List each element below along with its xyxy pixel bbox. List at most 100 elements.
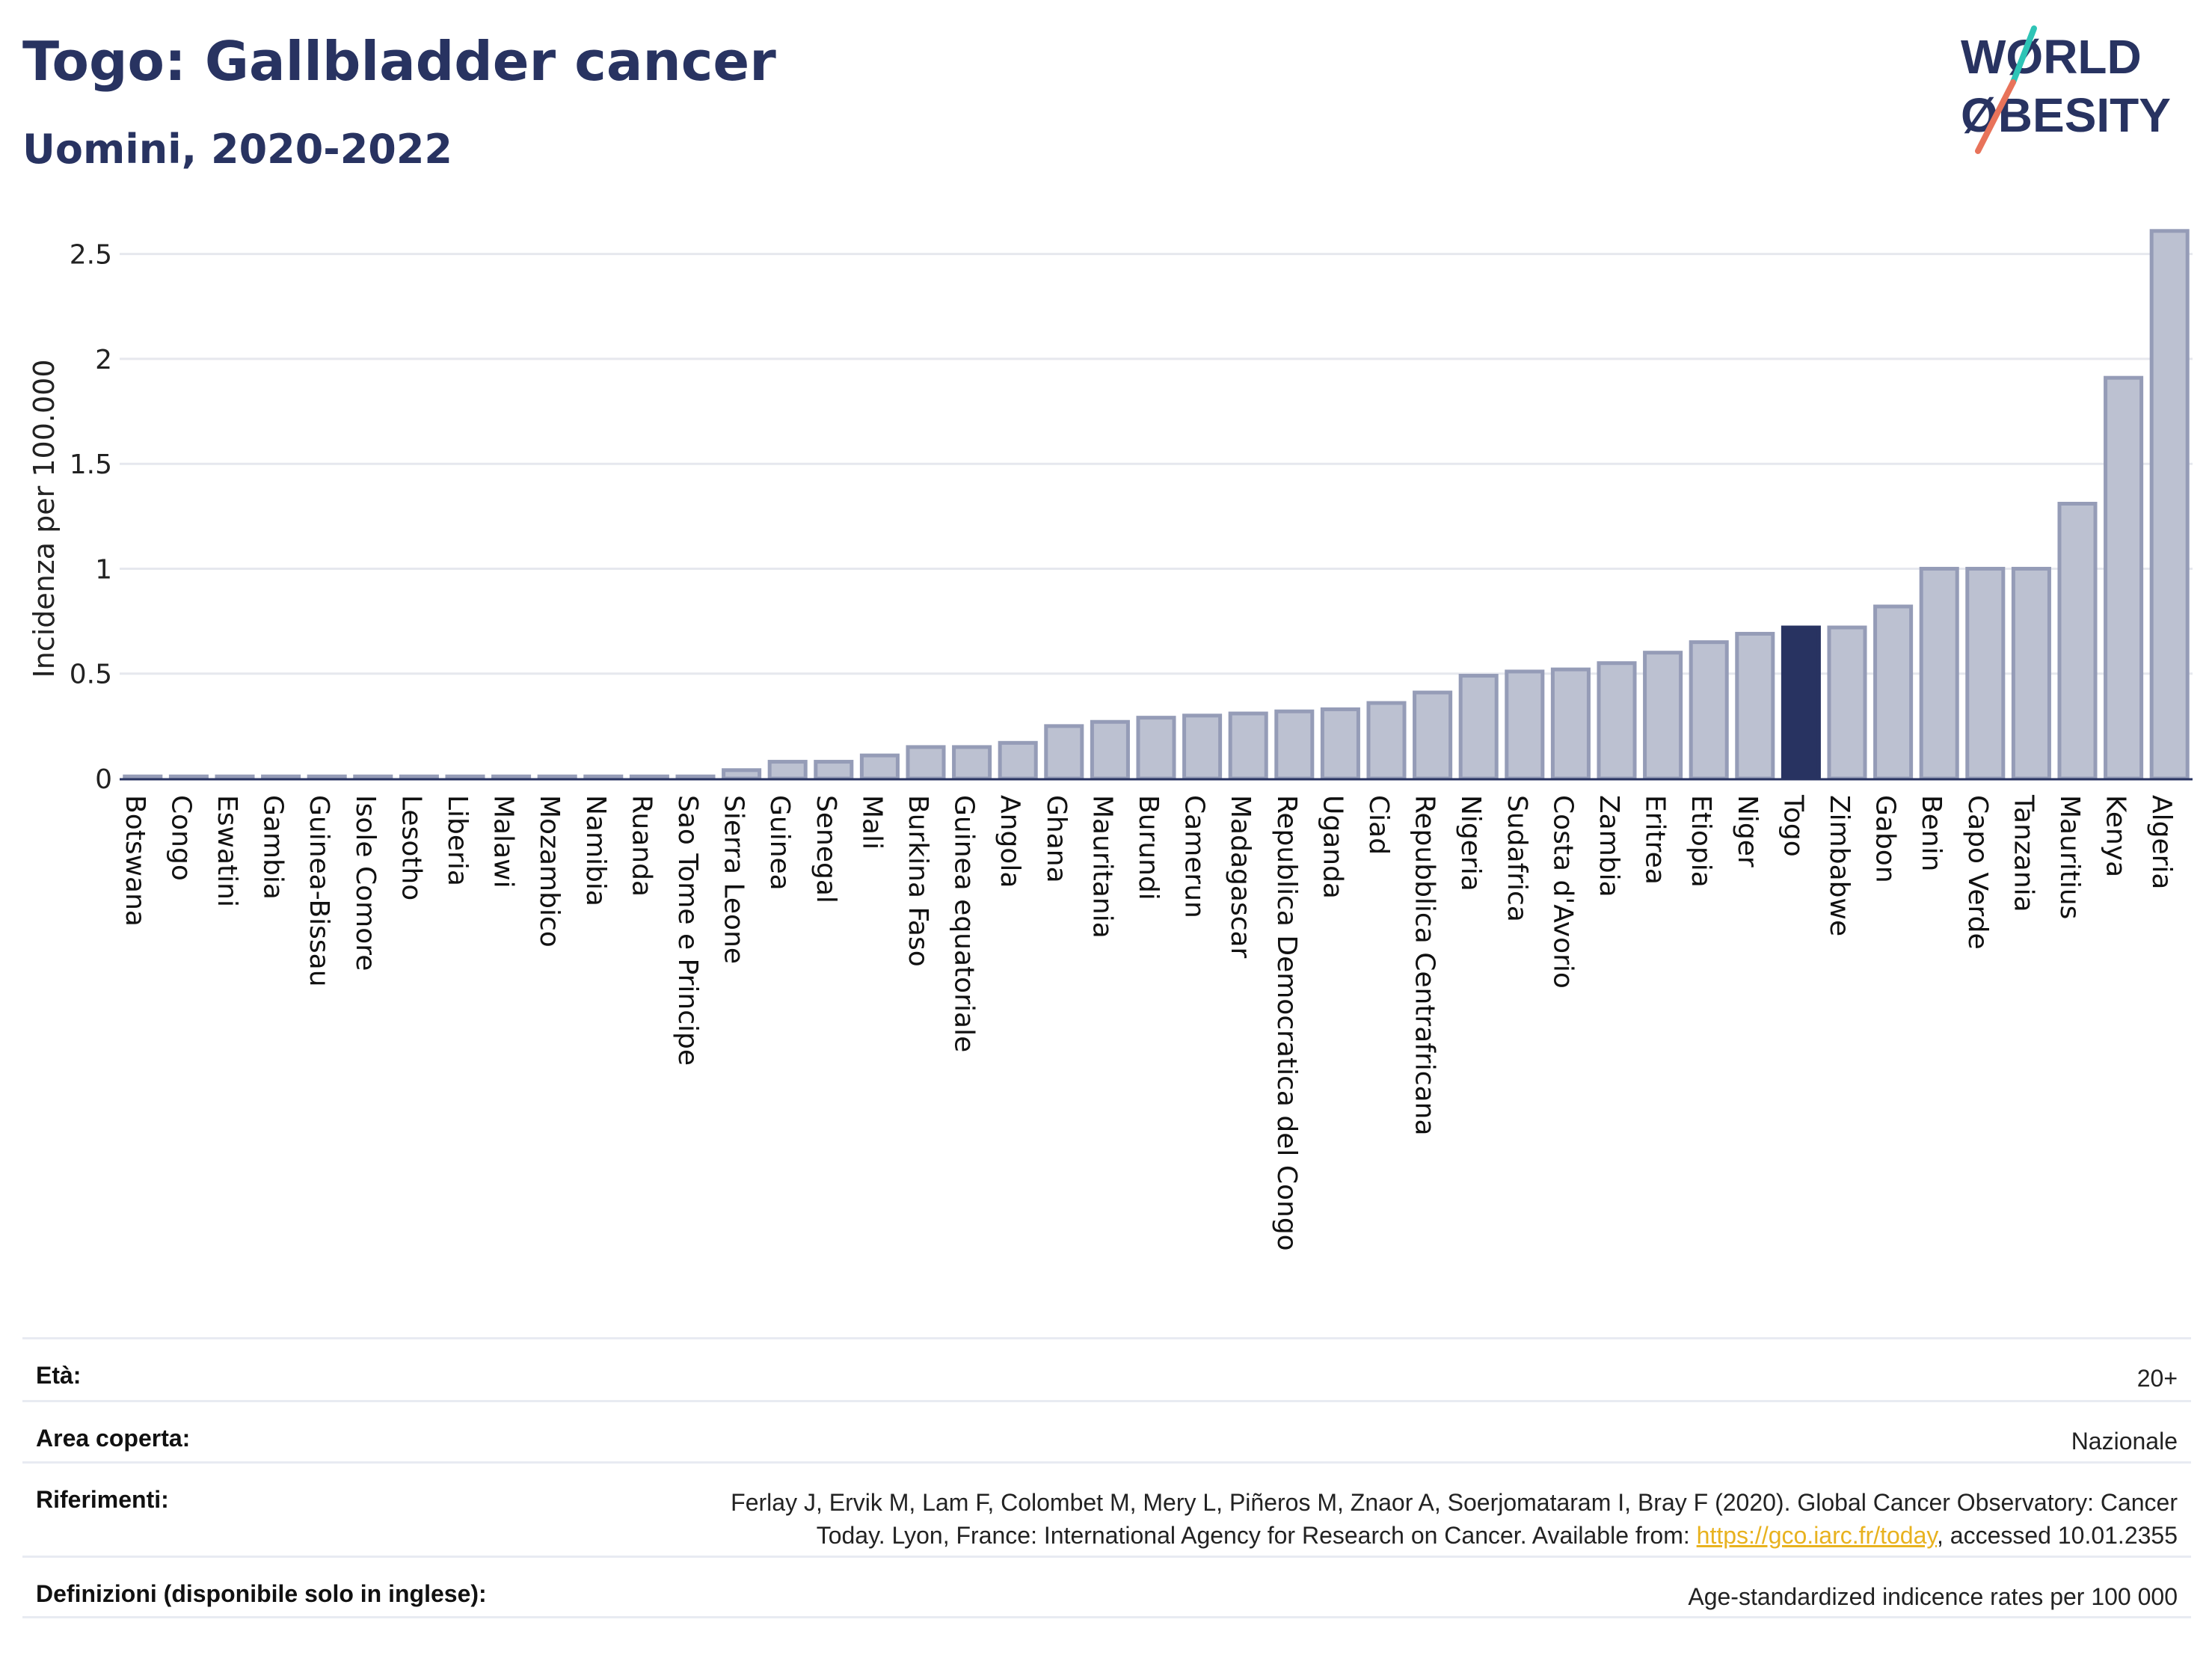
- x-tick-label: Madagascar: [1225, 795, 1256, 959]
- x-tick-label: Burkina Faso: [903, 795, 933, 967]
- bar-togo[interactable]: [1781, 625, 1821, 781]
- bar-costa-d-avorio[interactable]: [1550, 667, 1591, 781]
- y-tick-label: 2: [95, 345, 112, 375]
- bar-chart: 0 0.5 1 1.5 2 2.5 Botswana Congo Eswatini Gambia…: [28, 229, 2193, 1251]
- bar-algeria[interactable]: [2149, 229, 2190, 781]
- x-tick-label: Eritrea: [1640, 795, 1671, 885]
- footer-label-area: Area coperta:: [36, 1425, 191, 1452]
- bar-camerun[interactable]: [1182, 713, 1223, 781]
- x-tick-label: Uganda: [1317, 795, 1348, 899]
- bar-sierra-leone[interactable]: [722, 768, 762, 781]
- bar-burundi[interactable]: [1136, 716, 1176, 781]
- x-tick-label: Capo Verde: [1962, 795, 1993, 950]
- bar-zimbabwe[interactable]: [1827, 625, 1867, 781]
- footer-row-definitions: Definizioni (disponibile solo in inglese…: [22, 1556, 2191, 1618]
- x-tick-label: Gambia: [258, 795, 289, 900]
- bar-uganda[interactable]: [1320, 707, 1360, 781]
- bar-kenya[interactable]: [2104, 375, 2144, 781]
- bar-tanzania[interactable]: [2011, 566, 2051, 781]
- footer-value-definitions: Age-standardized indicence rates per 100…: [1688, 1583, 2178, 1610]
- x-tick-label: Malawi: [488, 795, 519, 888]
- x-tick-label: Ruanda: [626, 795, 657, 897]
- y-tick-label: 2.5: [70, 240, 112, 271]
- bar-senegal[interactable]: [814, 760, 854, 781]
- y-tick-label: 1.5: [70, 449, 112, 480]
- bar-guinea-equatoriale[interactable]: [952, 745, 992, 781]
- x-tick-label: Guinea equatoriale: [949, 795, 980, 1052]
- bar-sudafrica[interactable]: [1505, 669, 1545, 781]
- bar-madagascar[interactable]: [1228, 711, 1268, 781]
- bar-capo-verde[interactable]: [1965, 566, 2006, 781]
- x-tick-label: Kenya: [2101, 795, 2131, 877]
- bar-mauritius[interactable]: [2057, 502, 2098, 781]
- bars: [123, 229, 2190, 781]
- x-axis-ticks: Botswana Congo Eswatini Gambia Guinea-Bissau…: [120, 794, 2177, 1251]
- footer-row-area: Area coperta: Nazionale: [22, 1400, 2191, 1461]
- x-tick-label: Senegal: [811, 795, 841, 903]
- chart-footer: Età: 20+ Area coperta: Nazionale Riferim…: [22, 1337, 2191, 1618]
- footer-value-references: Ferlay J, Ervik M, Lam F, Colombet M, Me…: [731, 1486, 2178, 1552]
- reference-line2-post: , accessed 10.01.2355: [1936, 1522, 2178, 1549]
- bar-angola[interactable]: [998, 740, 1038, 781]
- footer-value-area: Nazionale: [2071, 1428, 2178, 1455]
- footer-label-definitions: Definizioni (disponibile solo in inglese…: [36, 1580, 487, 1607]
- x-tick-label: Nigeria: [1455, 795, 1486, 891]
- x-tick-label: Botswana: [120, 795, 150, 927]
- x-tick-label: Costa d'Avorio: [1547, 795, 1578, 989]
- reference-link[interactable]: https://gco.iarc.fr/today: [1696, 1522, 1937, 1549]
- x-tick-label: Togo: [1778, 794, 1808, 857]
- bar-mali[interactable]: [859, 753, 900, 781]
- page-title: Togo: Gallbladder cancer: [22, 30, 776, 93]
- x-tick-label: Sao Tome e Principe: [672, 795, 703, 1066]
- x-tick-label: Mauritius: [2054, 795, 2085, 919]
- bar-eritrea[interactable]: [1643, 651, 1683, 781]
- x-tick-label: Ghana: [1041, 795, 1072, 883]
- x-tick-label: Angola: [995, 795, 1025, 888]
- logo-slash-teal: [2010, 25, 2037, 85]
- bar-zambia[interactable]: [1597, 661, 1637, 781]
- bar-benin[interactable]: [1919, 566, 1959, 781]
- x-tick-label: Sudafrica: [1502, 795, 1532, 922]
- bar-repubblica-centrafricana[interactable]: [1413, 690, 1453, 781]
- x-tick-label: Niger: [1732, 795, 1763, 868]
- x-tick-label: Benin: [1916, 795, 1947, 871]
- x-tick-label: Sierra Leone: [719, 795, 749, 964]
- logo-slash-coral: [1975, 79, 2016, 154]
- x-tick-label: Algeria: [2146, 795, 2177, 890]
- footer-label-references: Riferimenti:: [36, 1486, 169, 1513]
- x-tick-label: Tanzania: [2008, 794, 2039, 912]
- x-tick-label: Liberia: [442, 795, 473, 886]
- y-tick-label: 0.5: [70, 660, 112, 690]
- x-tick-label: Republica Democratica del Congo: [1271, 795, 1302, 1251]
- bar-guinea[interactable]: [767, 760, 808, 781]
- x-tick-label: Mauritania: [1087, 795, 1117, 939]
- x-tick-label: Eswatini: [212, 795, 242, 907]
- logo-line1: WØRLD: [1961, 30, 2142, 84]
- bar-ciad[interactable]: [1366, 701, 1407, 781]
- x-tick-label: Repubblica Centrafricana: [1410, 795, 1440, 1136]
- x-tick-label: Mozambico: [534, 795, 565, 948]
- reference-line2-pre: Today. Lyon, France: International Agenc…: [816, 1522, 1697, 1549]
- bar-nigeria[interactable]: [1458, 674, 1499, 781]
- bar-etiopia[interactable]: [1689, 640, 1729, 781]
- y-tick-label: 0: [95, 764, 112, 795]
- page-subtitle: Uomini, 2020-2022: [22, 126, 452, 173]
- x-tick-label: Lesotho: [396, 795, 426, 900]
- bar-mauritania[interactable]: [1090, 719, 1130, 781]
- x-tick-label: Zambia: [1594, 795, 1624, 897]
- bar-burkina-faso[interactable]: [906, 745, 946, 781]
- bar-ghana[interactable]: [1044, 724, 1084, 781]
- x-tick-label: Isole Comore: [350, 795, 381, 971]
- bar-republica-democratica-del-congo[interactable]: [1274, 709, 1315, 781]
- y-tick-label: 1: [95, 554, 112, 585]
- bar-niger[interactable]: [1735, 631, 1775, 781]
- world-obesity-logo[interactable]: WØRLD ØBESITY: [1944, 22, 2199, 157]
- x-tick-label: Etiopia: [1686, 795, 1716, 888]
- footer-value-age: 20+: [2136, 1365, 2178, 1392]
- x-tick-label: Namibia: [580, 795, 611, 906]
- reference-line1: Ferlay J, Ervik M, Lam F, Colombet M, Me…: [731, 1489, 2178, 1516]
- y-axis-ticks: 0 0.5 1 1.5 2 2.5: [70, 240, 112, 795]
- footer-row-references: Riferimenti: Ferlay J, Ervik M, Lam F, C…: [22, 1461, 2191, 1556]
- bar-gabon[interactable]: [1873, 604, 1914, 781]
- x-tick-label: Guinea: [764, 795, 795, 891]
